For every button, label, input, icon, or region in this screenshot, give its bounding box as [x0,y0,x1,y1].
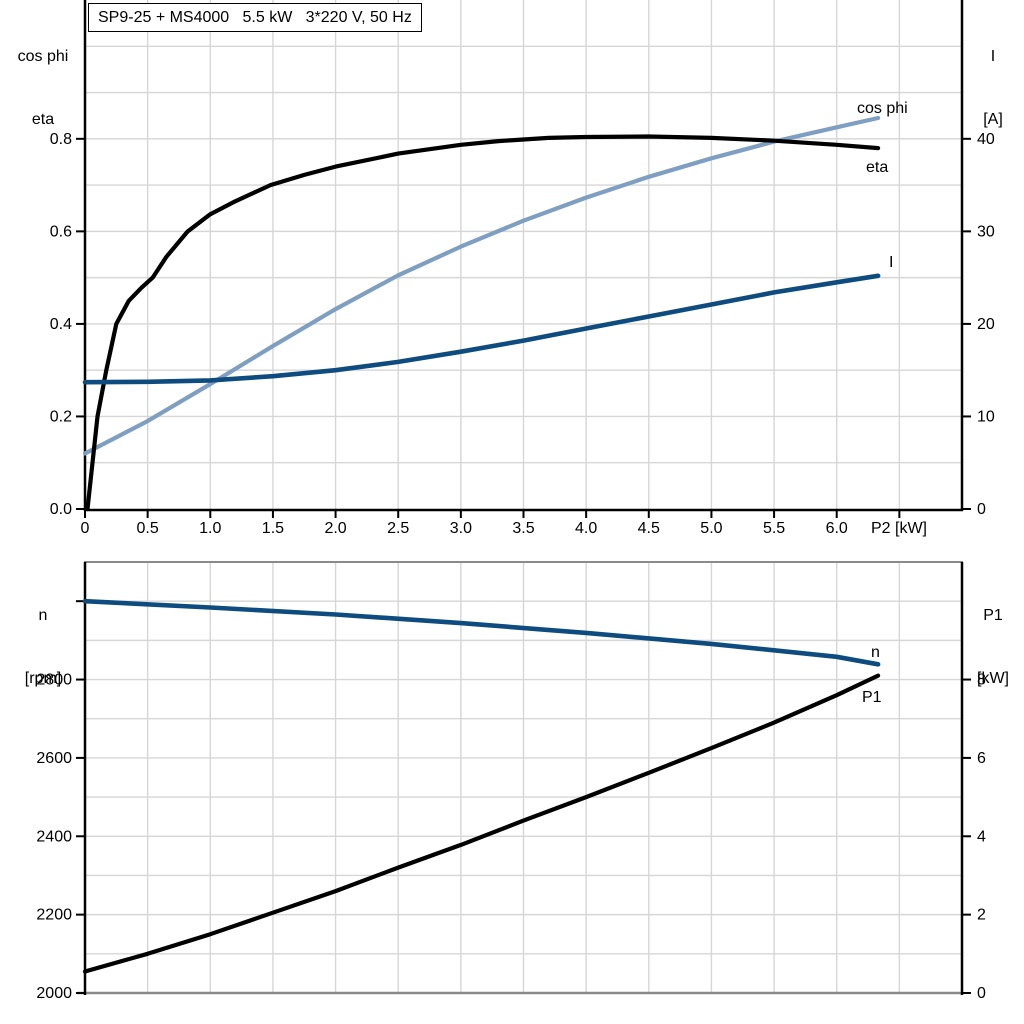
tick-label: 10 [977,408,995,425]
curve-label-P1: P1 [862,689,882,706]
axis-title-current-unit: [A] [983,111,1003,128]
tick-label: 5.5 [763,520,785,537]
tick-label: 0 [81,520,90,537]
axis-title-cos-phi: cos phi [17,48,69,65]
axis-title-bottom-right: P1 [kW] [964,563,1022,710]
axis-title-top-left: cos phi eta [2,4,84,151]
tick-label: 0.6 [50,223,72,240]
tick-label: 8 [977,672,986,689]
tick-label: 2000 [36,985,72,1002]
tick-label: 0.8 [50,131,72,148]
gridlines [85,562,962,993]
series-curve-eta [85,134,881,512]
tick-label: 0.5 [137,520,159,537]
tick-marks [76,600,971,994]
series-curve-cos-phi [82,115,881,456]
series-curve-P1 [82,673,881,974]
axis-title-p1-unit: [kW] [977,670,1009,687]
curve-label-cos-phi: cos phi [857,100,908,117]
chart-frame [77,561,963,995]
tick-label: 20 [977,316,995,333]
gridlines [85,0,962,509]
tick-label: 40 [977,131,995,148]
series-curve-I [82,273,881,385]
tick-label: 2400 [36,828,72,845]
tick-label: 4.0 [575,520,597,537]
tick-label: 1.5 [262,520,284,537]
tick-label: 0.4 [50,316,72,333]
chart-speed-power: 2000 2200 2400 2600 2800 0 2 4 6 8 n P1 [36,561,986,1002]
tick-label: 4.5 [638,520,660,537]
curve-label-n: n [871,644,880,661]
tick-marks [76,137,971,518]
tick-label: 2.5 [387,520,409,537]
tick-label: 2600 [36,750,72,767]
tick-label: 2 [977,907,986,924]
curve-label-I: I [889,254,893,271]
axes [83,562,964,995]
curve-label-eta: eta [866,159,888,176]
axis-title-speed: n [38,607,48,624]
tick-label: 2200 [36,907,72,924]
axis-title-eta: eta [31,111,55,128]
tick-label: 6.0 [826,520,848,537]
axis-title-current: I [990,48,996,65]
tick-label: 0.2 [50,408,72,425]
chart-title-box: SP9-25 + MS4000 5.5 kW 3*220 V, 50 Hz [88,3,422,32]
tick-label-group: 0.0 0.2 0.4 0.6 0.8 0 10 20 30 40 0 0.5 1.0 1.5 2.0 2.5… [50,131,995,537]
tick-label: P2 [kW] [871,520,927,537]
tick-label: 4 [977,828,986,845]
axis-title-top-right: I [A] [964,4,1022,151]
tick-label: 6 [977,750,986,767]
tick-label: 3.5 [512,520,534,537]
chart-electrical: 0.0 0.2 0.4 0.6 0.8 0 10 20 30 40 0 0.5 1.0 1.5 2.0 2.5… [50,0,995,537]
axis-title-p1: P1 [983,607,1003,624]
tick-label: 0 [977,501,986,518]
tick-label-group: 2000 2200 2400 2600 2800 0 2 4 6 8 [36,672,986,1002]
tick-label: 0 [977,985,986,1002]
tick-label: 2.0 [324,520,346,537]
series-curve-n [82,598,881,667]
tick-label: 5.0 [700,520,722,537]
tick-label: 2800 [36,672,72,689]
axis-title-speed-unit: [rpm] [24,670,62,687]
tick-label: 30 [977,223,995,240]
chart-title: SP9-25 + MS4000 5.5 kW 3*220 V, 50 Hz [98,8,412,26]
tick-label: 3.0 [450,520,472,537]
tick-label: 1.0 [199,520,221,537]
tick-label: 0.0 [50,501,72,518]
axis-title-bottom-left: n [rpm] [6,563,80,710]
